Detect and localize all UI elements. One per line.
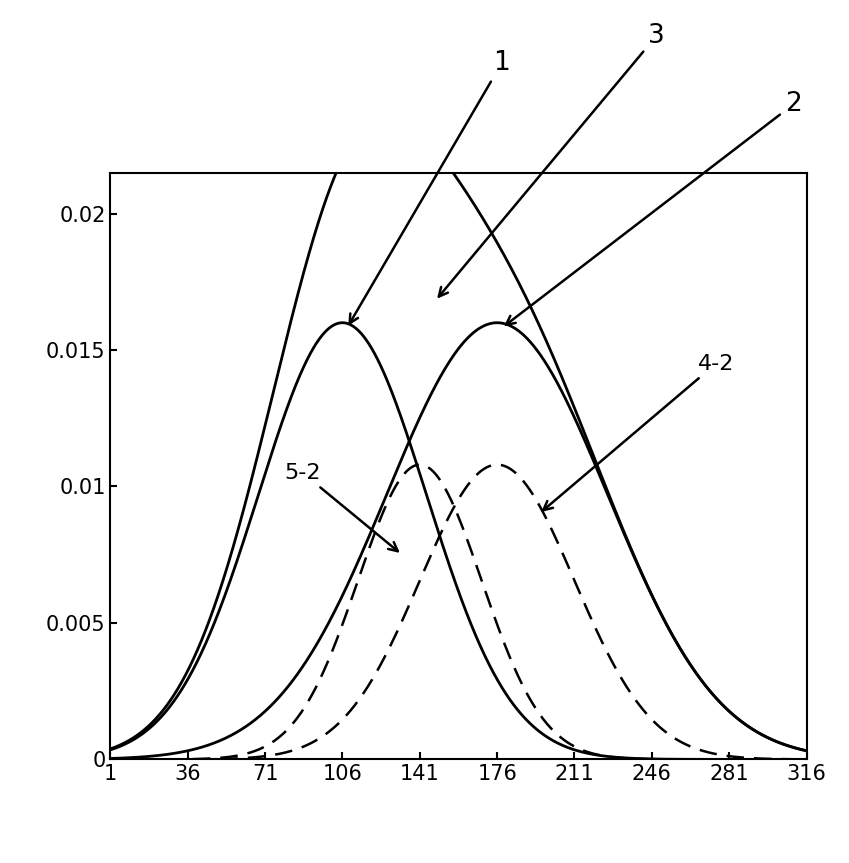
- Text: 5-2: 5-2: [284, 463, 398, 551]
- Text: 2: 2: [506, 91, 801, 324]
- Text: 4-2: 4-2: [543, 354, 734, 510]
- Text: 1: 1: [350, 50, 510, 324]
- Text: 3: 3: [439, 23, 665, 297]
